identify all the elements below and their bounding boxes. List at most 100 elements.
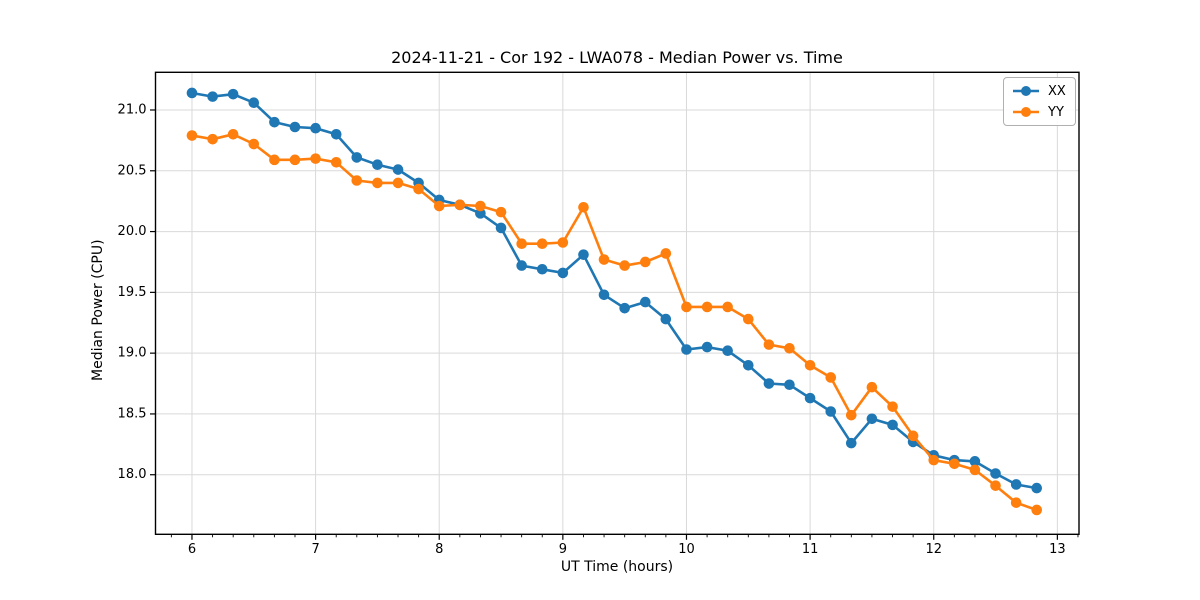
series-yy-marker <box>1031 504 1043 516</box>
x-tick-label: 6 <box>188 542 196 557</box>
series-yy-marker <box>351 175 363 186</box>
series-yy-marker <box>433 200 445 212</box>
x-tick-label: 7 <box>311 542 319 557</box>
series-yy-marker <box>454 199 466 211</box>
series-yy-marker <box>701 301 713 313</box>
series-xx-marker <box>289 121 301 133</box>
series-yy-marker <box>660 248 672 259</box>
series-yy-marker <box>186 130 198 141</box>
series-yy-marker <box>825 372 837 383</box>
legend-marker-yy <box>1021 107 1031 117</box>
series-xx-marker <box>660 313 672 325</box>
series-yy-marker <box>619 260 630 271</box>
series-yy-marker <box>969 464 981 476</box>
legend-label-yy: YY <box>1048 104 1064 120</box>
series-yy-marker <box>227 129 239 140</box>
legend-item-yy: YY <box>1011 103 1066 121</box>
x-tick-label: 11 <box>802 542 819 557</box>
x-tick-label: 10 <box>678 542 695 557</box>
x-axis-label: UT Time (hours) <box>560 559 674 575</box>
series-xx-marker <box>269 116 280 128</box>
x-tick-label: 8 <box>435 542 443 557</box>
series-yy-marker <box>784 342 795 354</box>
series-xx-marker <box>578 249 589 260</box>
series-yy-marker <box>640 256 651 268</box>
y-tick-label: 21.0 <box>118 102 147 117</box>
series-xx-marker <box>310 122 321 134</box>
series-xx-marker <box>598 289 610 301</box>
series-yy-marker <box>269 154 280 166</box>
series-yy-marker <box>722 301 733 313</box>
y-axis-label: Median Power (CPU) <box>90 239 106 381</box>
series-xx-marker <box>536 263 548 275</box>
legend-item-xx: XX <box>1011 82 1066 100</box>
series-xx-marker <box>330 129 342 140</box>
x-tick-label: 12 <box>925 542 942 557</box>
series-xx-line <box>190 91 1038 490</box>
series-yy-marker <box>330 156 342 168</box>
series-xx-marker <box>1010 479 1022 490</box>
series-xx-marker <box>742 360 754 371</box>
y-tick-label: 19.0 <box>118 346 147 361</box>
series-xx-marker <box>392 164 404 175</box>
series-xx-marker <box>784 379 795 391</box>
series-yy-marker <box>557 237 569 248</box>
series-yy-marker <box>742 313 754 325</box>
series-xx-marker <box>825 406 837 417</box>
x-tick-label: 13 <box>1049 542 1066 557</box>
series-yy-marker <box>413 183 424 195</box>
series-xx-marker <box>640 296 651 308</box>
y-tick-label: 18.5 <box>118 406 147 421</box>
series-yy-marker <box>578 201 589 213</box>
series-xx-marker <box>227 88 239 100</box>
series-yy-line <box>190 133 1038 512</box>
series-yy-marker <box>536 238 548 250</box>
series-xx-marker <box>969 456 981 467</box>
series-xx-marker <box>619 302 630 314</box>
series-yy-marker <box>289 154 301 166</box>
y-tick-label: 18.0 <box>118 467 147 482</box>
legend: XX YY <box>1003 77 1076 126</box>
series-yy-marker <box>907 430 919 442</box>
series-yy-marker <box>372 177 383 189</box>
series-yy-marker <box>207 133 218 145</box>
series-xx-marker <box>557 267 569 279</box>
plot-area <box>154 71 1080 536</box>
legend-label-xx: XX <box>1048 83 1066 99</box>
series-xx-marker <box>186 87 198 99</box>
series-xx-marker <box>475 208 486 219</box>
chart-title: 2024-11-21 - Cor 192 - LWA078 - Median P… <box>391 48 843 67</box>
series-yy-marker <box>495 206 507 218</box>
legend-line-sample-yy <box>1013 107 1039 117</box>
series-yy-marker <box>392 177 404 189</box>
series-yy-marker <box>804 360 816 371</box>
series-yy-marker <box>845 409 857 421</box>
series-xx-marker <box>887 419 898 431</box>
y-tick-label: 20.5 <box>118 163 147 178</box>
series-xx-marker <box>990 468 1001 479</box>
y-tick-label: 20.0 <box>118 224 147 239</box>
series-xx-marker <box>207 91 218 102</box>
series-yy-marker <box>763 339 775 350</box>
series-yy-marker <box>598 254 610 265</box>
series-yy-marker <box>310 153 321 164</box>
series-yy-marker <box>928 454 940 466</box>
series-yy-marker <box>681 301 692 313</box>
series-yy-marker <box>475 200 486 212</box>
series-xx-marker <box>516 260 527 271</box>
series-xx-marker <box>804 392 816 404</box>
series-yy-marker <box>990 480 1001 491</box>
legend-line-sample-xx <box>1013 86 1039 96</box>
series-xx-marker <box>866 413 878 425</box>
series-yy-marker <box>949 458 960 470</box>
series-yy-marker <box>887 401 898 412</box>
series-xx-marker <box>701 341 713 353</box>
series-yy-marker <box>1010 497 1022 508</box>
legend-marker-xx <box>1021 86 1031 96</box>
series-xx-marker <box>1031 482 1043 494</box>
series-yy-marker <box>248 138 260 150</box>
y-tick-label: 19.5 <box>118 285 147 300</box>
series-xx-marker <box>351 152 363 163</box>
